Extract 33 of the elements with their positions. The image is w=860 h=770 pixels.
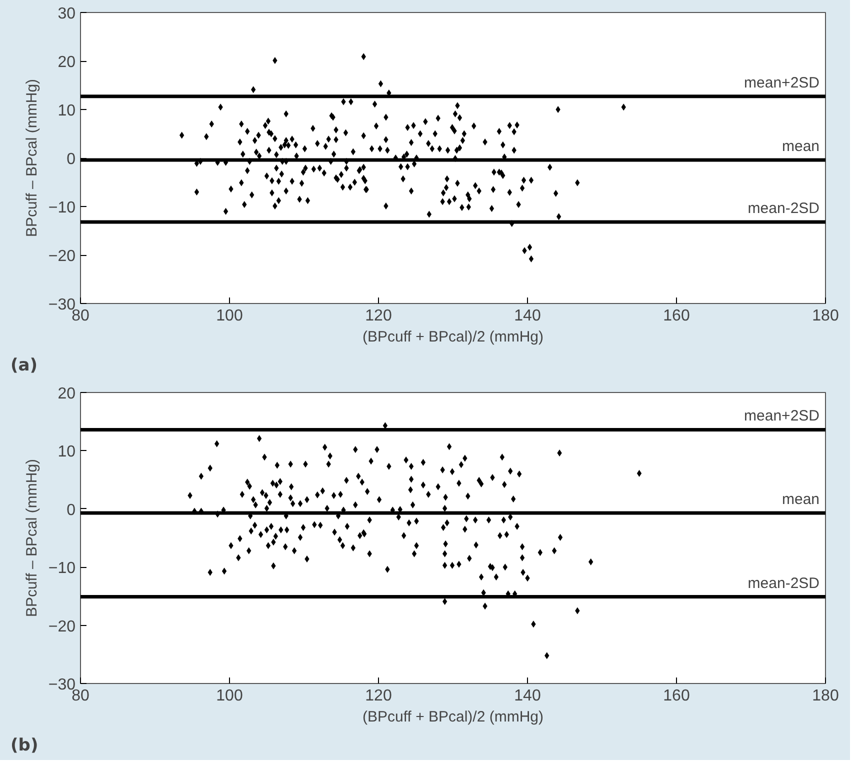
y-tick-label: 10 xyxy=(58,102,76,120)
x-axis-title: (BPcuff + BPcal)/2 (mmHg) xyxy=(362,328,544,346)
y-tick-label: 0 xyxy=(66,502,76,519)
y-tick-label: 0 xyxy=(66,151,76,168)
x-tick-label: 100 xyxy=(216,688,243,704)
x-tick-label: 180 xyxy=(812,308,839,324)
y-tick-label: 10 xyxy=(58,444,76,461)
text: (a) xyxy=(10,356,38,376)
x-tick-label: 160 xyxy=(663,688,690,704)
text: (b) xyxy=(10,736,38,756)
ref-line-label: mean+2SD xyxy=(744,74,820,92)
ref-line-label: mean xyxy=(782,138,820,155)
ref-line-label: mean+2SD xyxy=(744,408,820,425)
y-tick-label: −20 xyxy=(48,618,76,636)
x-tick-label: 100 xyxy=(216,308,243,324)
y-tick-label: 20 xyxy=(58,386,76,402)
x-tick-label: 160 xyxy=(663,308,690,324)
y-tick-label: 20 xyxy=(58,54,76,71)
y-tick-label: −10 xyxy=(48,560,76,578)
x-tick-label: 120 xyxy=(365,308,392,324)
x-tick-label: 120 xyxy=(365,688,392,704)
y-axis-title: BPcuff – BPcal (mmHg) xyxy=(23,458,40,618)
y-axis-title: BPcuff – BPcal (mmHg) xyxy=(23,78,40,238)
y-tick-label: 30 xyxy=(58,6,76,22)
x-tick-label: 140 xyxy=(514,308,541,324)
x-tick-label: 180 xyxy=(812,688,839,704)
y-tick-label: −20 xyxy=(48,248,76,265)
x-tick-label: 140 xyxy=(514,688,541,704)
y-tick-label: −10 xyxy=(48,200,76,216)
ref-line-label: mean xyxy=(782,490,820,508)
ref-line-label: mean-2SD xyxy=(748,574,820,592)
ref-line-label: mean-2SD xyxy=(748,200,820,218)
x-axis-title: (BPcuff + BPcal)/2 (mmHg) xyxy=(362,708,544,726)
